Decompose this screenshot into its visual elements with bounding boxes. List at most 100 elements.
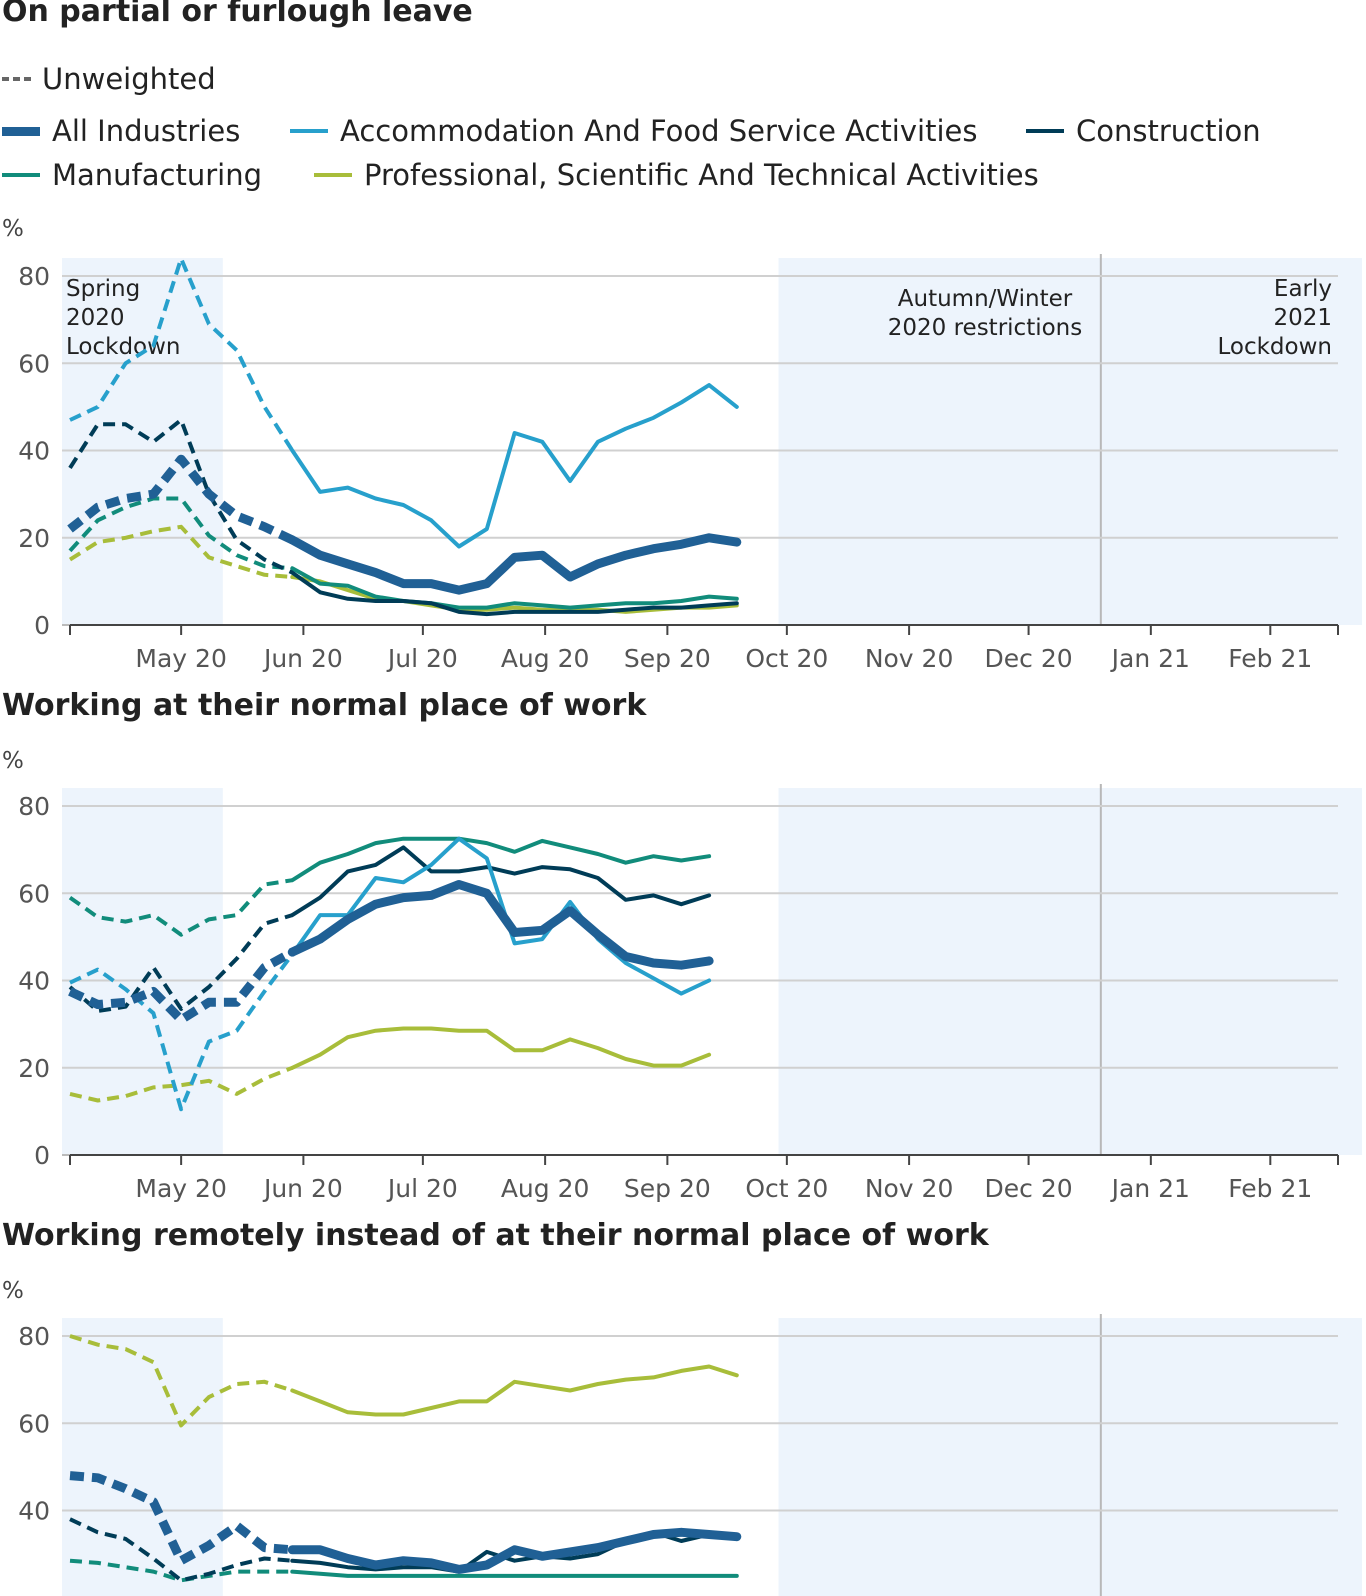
- x-tick-label: Jun 20: [262, 1174, 343, 1203]
- legend-swatch-accommodation: [290, 129, 328, 133]
- series-line-manufacturing: [290, 566, 739, 610]
- x-tick-label: May 20: [135, 1174, 226, 1203]
- shaded-period-0: [62, 258, 223, 625]
- series-line-accommodation-and-food-service-activities-unweighted: [69, 256, 294, 452]
- legend-swatch-professional: [314, 173, 352, 177]
- y-unit-label: %: [2, 748, 24, 774]
- x-tick-label: Dec 20: [985, 644, 1073, 673]
- shaded-period-0: [62, 788, 223, 1155]
- series-line-manufacturing-unweighted: [68, 878, 293, 937]
- series-line-manufacturing: [290, 836, 712, 883]
- series-line-accommodation-and-food-service-activities: [290, 383, 739, 549]
- x-tick-label: Aug 20: [501, 644, 590, 673]
- y-tick-label: 60: [18, 349, 50, 378]
- series-line-all-industries: [287, 880, 714, 970]
- x-tick-label: Jul 20: [386, 1174, 458, 1203]
- x-tick-label: Nov 20: [865, 644, 954, 673]
- series-line-manufacturing-unweighted: [68, 496, 293, 571]
- x-tick-label: Jan 21: [1110, 1174, 1190, 1203]
- series-line-accommodation-and-food-service-activities-unweighted: [69, 953, 294, 1112]
- panel-title-normal-place: Working at their normal place of work: [2, 688, 647, 723]
- series-line-all-industries-unweighted: [67, 454, 295, 544]
- x-tick-label: Aug 20: [501, 1174, 590, 1203]
- legend-label-unweighted: Unweighted: [42, 62, 216, 96]
- y-tick-label: 40: [18, 967, 50, 996]
- x-tick-label: Jan 21: [1110, 644, 1190, 673]
- x-tick-label: Sep 20: [624, 1174, 711, 1203]
- legend-item-professional: Professional, Scientific And Technical A…: [314, 158, 1039, 192]
- shaded-period-1: [778, 788, 1101, 1155]
- series-line-construction-unweighted: [68, 913, 293, 1013]
- shaded-period-2: [1100, 788, 1362, 1155]
- period-annotation-line: 2020: [66, 305, 125, 331]
- period-annotation-line: Lockdown: [66, 334, 181, 360]
- period-annotation-line: Early: [1274, 276, 1332, 302]
- chart-normal-place: 0 20 40 60 80 May 20 Jun 20 Jul 20 Aug 20 Sep 20 O…: [18, 784, 1362, 1203]
- series-line-construction-unweighted: [68, 418, 294, 575]
- x-tick-label: Nov 20: [865, 1174, 954, 1203]
- series-line-construction: [290, 845, 712, 918]
- series-line-professional-scientific-and-technical-activities-unweighted: [69, 1065, 294, 1103]
- y-unit-label: %: [2, 1278, 24, 1304]
- period-annotation-1: Autumn/Winter 2020 restrictions: [888, 286, 1082, 341]
- series-line-professional-scientific-and-technical-activities: [290, 1364, 739, 1417]
- legend-item-manufacturing: Manufacturing: [2, 158, 262, 192]
- y-tick-label: 80: [18, 262, 50, 291]
- series-line-construction: [290, 570, 739, 617]
- legend-label: All Industries: [52, 114, 241, 148]
- y-tick-label: 80: [18, 1322, 50, 1351]
- series-line-professional-scientific-and-technical-activities-unweighted: [68, 524, 293, 579]
- x-tick-label: Sep 20: [624, 644, 711, 673]
- y-tick-label: 0: [34, 1141, 50, 1170]
- legend-item-construction: Construction: [1026, 114, 1261, 148]
- series-line-professional-scientific-and-technical-activities-unweighted: [69, 1334, 293, 1428]
- y-tick-label: 0: [34, 611, 50, 640]
- series-line-construction-unweighted: [69, 1517, 293, 1583]
- chart-remote: 40 60 80: [18, 1314, 1362, 1596]
- y-tick-label: 40: [18, 1497, 50, 1526]
- x-tick-label: Jul 20: [386, 644, 458, 673]
- legend-item-unweighted: Unweighted: [2, 62, 216, 96]
- legend-swatch-manufacturing: [2, 173, 40, 177]
- x-tick-label: Jun 20: [262, 644, 343, 673]
- y-tick-label: 40: [18, 437, 50, 466]
- legend-label: Manufacturing: [52, 158, 262, 192]
- series-line-all-industries: [287, 1527, 742, 1574]
- period-annotation-line: Autumn/Winter: [898, 286, 1073, 312]
- legend-label: Accommodation And Food Service Activitie…: [340, 114, 978, 148]
- chart-furlough: 0 20 40 60 80 May 20 Jun 20 Jul 20 Aug 20 Sep 20 O…: [18, 254, 1362, 673]
- legend: Unweighted All Industries Accommodation …: [0, 62, 1366, 202]
- series-line-accommodation-and-food-service-activities: [290, 836, 712, 996]
- panel-title-furlough: On partial or furlough leave: [2, 0, 473, 29]
- shaded-period-1: [778, 258, 1101, 625]
- x-tick-label: May 20: [135, 644, 226, 673]
- shaded-period-1: [778, 1318, 1101, 1596]
- legend-label: Professional, Scientific And Technical A…: [364, 158, 1039, 192]
- period-annotation-line: Spring: [66, 276, 140, 302]
- legend-swatch-all-industries: [2, 126, 40, 136]
- series-line-manufacturing: [290, 1569, 739, 1578]
- y-tick-label: 20: [18, 1054, 50, 1083]
- legend-swatch-construction: [1026, 129, 1064, 133]
- period-annotation-line: 2021: [1273, 305, 1332, 331]
- y-unit-label: %: [2, 216, 24, 242]
- dashed-line-icon: [2, 77, 34, 81]
- legend-item-all-industries: All Industries: [2, 114, 240, 148]
- period-annotation-2: Early 2021 Lockdown: [1217, 276, 1332, 360]
- shaded-period-2: [1100, 1318, 1362, 1596]
- legend-item-accommodation: Accommodation And Food Service Activitie…: [290, 114, 977, 148]
- series-line-all-industries: [287, 533, 742, 595]
- period-annotation-line: Lockdown: [1217, 334, 1332, 360]
- x-tick-label: Oct 20: [745, 1174, 828, 1203]
- x-tick-label: Oct 20: [745, 644, 828, 673]
- y-tick-label: 80: [18, 792, 50, 821]
- x-tick-label: Feb 21: [1228, 644, 1312, 673]
- period-annotation-0: Spring 2020 Lockdown: [66, 276, 181, 360]
- series-line-professional-scientific-and-technical-activities: [290, 1026, 712, 1070]
- legend-label: Construction: [1076, 114, 1261, 148]
- series-line-all-industries-unweighted: [69, 1471, 293, 1566]
- period-annotation-line: 2020 restrictions: [888, 315, 1082, 341]
- y-tick-label: 60: [18, 879, 50, 908]
- shaded-period-2: [1100, 258, 1362, 625]
- panel-title-remote: Working remotely instead of at their nor…: [2, 1218, 989, 1253]
